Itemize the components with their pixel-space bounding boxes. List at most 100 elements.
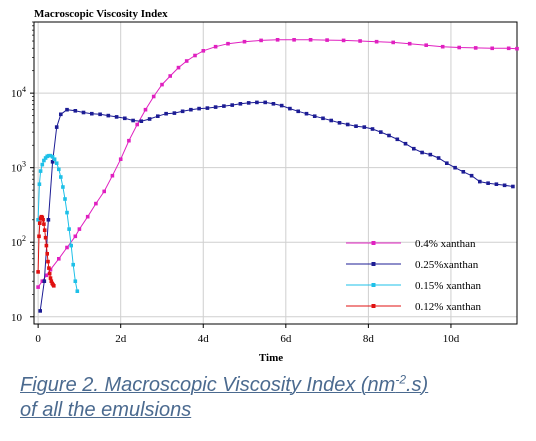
data-point [38, 221, 42, 225]
data-point [242, 39, 247, 44]
data-point [226, 41, 230, 46]
data-point [47, 266, 51, 270]
data-point [135, 122, 139, 127]
data-point [193, 53, 197, 58]
data-point [46, 218, 51, 222]
data-point [473, 46, 478, 50]
data-point [94, 201, 98, 206]
data-point [457, 45, 461, 50]
data-point [354, 124, 358, 128]
x-tick-label: 8d [363, 333, 375, 345]
legend-swatch-marker [371, 241, 376, 245]
data-point [42, 158, 46, 163]
data-point [213, 44, 218, 49]
data-point [407, 41, 412, 46]
data-point [38, 169, 43, 173]
data-point [321, 116, 325, 121]
data-point [42, 222, 46, 226]
data-point [329, 118, 333, 123]
data-point [40, 162, 45, 167]
data-point [176, 65, 181, 70]
x-tick-label: 2d [115, 333, 127, 345]
data-point [40, 279, 45, 283]
data-point [98, 112, 102, 117]
legend-swatch-marker [371, 283, 376, 287]
data-point [412, 146, 416, 151]
data-point [71, 262, 75, 267]
data-point [47, 271, 52, 276]
data-point [59, 175, 63, 179]
data-point [156, 114, 160, 118]
y-tick-label: 10 [11, 312, 23, 324]
caption-line-1: Figure 2. Macroscopic Viscosity Index (n… [20, 373, 520, 398]
data-point [75, 289, 80, 293]
data-point [36, 285, 40, 289]
data-point [222, 104, 226, 108]
x-tick-label: 10d [443, 333, 460, 345]
data-point [379, 130, 383, 134]
data-point [172, 111, 177, 115]
data-point [40, 215, 45, 220]
data-point [255, 100, 259, 105]
data-point [118, 157, 123, 161]
grid [34, 22, 517, 324]
viscosity-chart: Macroscopic Viscosity Index 0 2d 4d 6d 8d 10d… [11, 8, 519, 364]
data-point [168, 74, 172, 78]
x-tick-label: 4d [198, 333, 210, 345]
data-point [36, 270, 40, 274]
data-point [506, 46, 511, 51]
data-point [387, 133, 391, 138]
data-point [77, 227, 82, 231]
caption-superscript: -2 [395, 372, 406, 387]
data-point [42, 279, 47, 283]
data-point [453, 165, 457, 170]
data-point [296, 109, 300, 114]
data-point [515, 46, 519, 51]
data-point [63, 197, 67, 201]
data-point [238, 102, 243, 106]
data-point [180, 109, 185, 114]
figure-caption: Figure 2. Macroscopic Viscosity Index (n… [20, 373, 520, 423]
data-point [127, 138, 131, 143]
data-point [362, 125, 367, 129]
series-line [37, 155, 78, 292]
data-point [54, 161, 59, 165]
data-point [292, 38, 296, 42]
data-point [106, 113, 111, 118]
data-point [420, 150, 424, 155]
chart-title: Macroscopic Viscosity Index [34, 8, 168, 20]
data-point [110, 173, 115, 178]
data-point [184, 59, 189, 63]
data-point [38, 309, 42, 313]
data-point [213, 105, 218, 109]
data-point [52, 157, 57, 161]
data-point [312, 114, 317, 118]
x-axis: 0 2d 4d 6d 8d 10d [35, 324, 460, 345]
data-point [246, 101, 251, 105]
data-point [123, 116, 127, 121]
data-point [73, 234, 78, 239]
data-point [304, 111, 309, 116]
legend-label: 0.15% xanthan [415, 280, 481, 292]
data-point [469, 173, 474, 178]
data-point [502, 183, 507, 188]
data-point [275, 38, 280, 42]
data-point [151, 94, 156, 99]
data-point [49, 279, 54, 283]
data-point [48, 276, 53, 280]
caption-line-2: of all the emulsions [20, 399, 192, 421]
data-point [428, 152, 433, 157]
series-group [36, 38, 519, 313]
data-point [57, 257, 61, 261]
data-point [44, 273, 49, 278]
data-point [59, 112, 63, 117]
data-point [65, 210, 69, 215]
plot-frame [33, 21, 518, 325]
data-point [42, 228, 47, 232]
y-tick-label: 104 [11, 85, 26, 100]
legend-label: 0.4% xanthan [415, 238, 476, 250]
data-point [337, 121, 342, 125]
data-point [160, 82, 164, 87]
legend-swatch-marker [371, 262, 376, 266]
